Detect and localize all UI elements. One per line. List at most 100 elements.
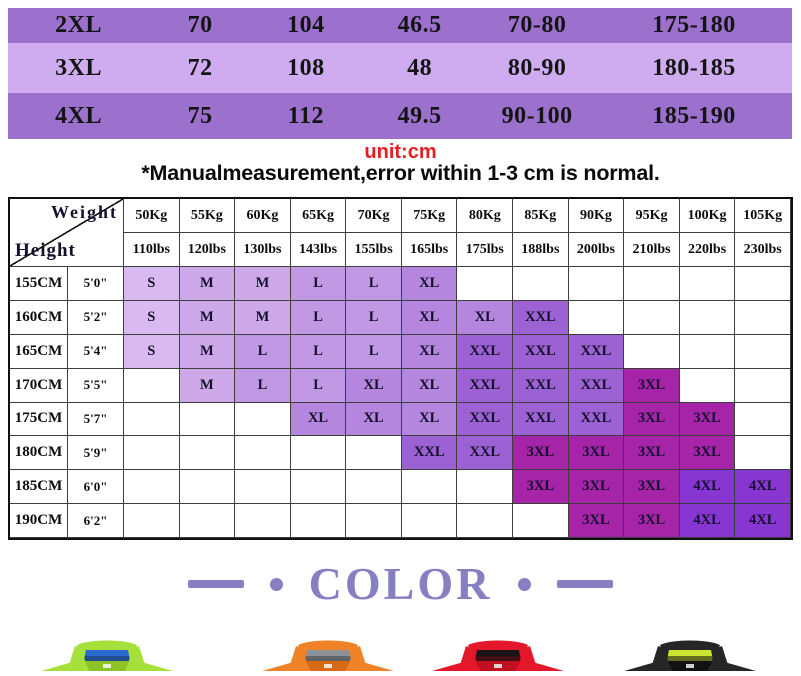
size-matrix-cell: XL <box>401 334 458 369</box>
size-spec-row: 4XL 75 112 49.5 90-100 185-190 <box>8 93 792 139</box>
size-spec-row: 2XL 70 104 46.5 70-80 175-180 <box>8 8 792 43</box>
size-matrix-cell <box>235 436 291 471</box>
size-matrix-cell <box>457 267 514 301</box>
matrix-corner-cell: Weight Height <box>10 199 124 267</box>
size-spec-cell-bust: 108 <box>287 54 325 81</box>
height-cm-cell: 165CM <box>10 334 68 369</box>
size-matrix-cell <box>235 470 291 505</box>
size-matrix-cell <box>346 436 402 471</box>
weight-lbs-header-cell: 130lbs <box>235 233 291 267</box>
weight-lbs-header-cell: 175lbs <box>457 233 514 267</box>
size-matrix-cell: 3XL <box>624 402 680 437</box>
size-matrix-cell <box>735 368 791 403</box>
size-matrix-cell: L <box>290 368 347 403</box>
height-cm-cell: 185CM <box>10 470 68 505</box>
size-matrix-cell: XXL <box>513 334 569 369</box>
size-matrix-cell <box>624 300 680 335</box>
size-matrix-cell <box>290 436 347 471</box>
height-ft-cell: 6'0" <box>68 470 124 505</box>
size-matrix-cell: XXL <box>401 436 458 471</box>
weight-lbs-header-cell: 155lbs <box>346 233 402 267</box>
size-matrix-cell <box>401 470 458 505</box>
height-cm-cell: 160CM <box>10 300 68 335</box>
size-matrix-cell <box>290 504 347 538</box>
size-matrix-cell: XL <box>457 300 514 335</box>
size-matrix-cell: XXL <box>457 334 514 369</box>
size-matrix-cell: 3XL <box>568 504 625 538</box>
height-cm-cell: 170CM <box>10 368 68 403</box>
size-matrix-cell: XXL <box>568 402 625 437</box>
size-matrix-cell: 3XL <box>568 470 625 505</box>
height-axis-label: Height <box>15 240 76 261</box>
size-matrix-cell: 3XL <box>624 504 680 538</box>
size-matrix-cell: XL <box>290 402 347 437</box>
weight-lbs-header-cell: 200lbs <box>568 233 625 267</box>
size-matrix-cell: S <box>124 267 180 301</box>
size-matrix-cell: L <box>235 334 291 369</box>
unit-note: unit:cm <box>364 141 437 163</box>
weight-lbs-header-cell: 120lbs <box>179 233 236 267</box>
height-ft-cell: 5'0" <box>68 267 124 301</box>
size-matrix-cell: M <box>179 334 236 369</box>
size-spec-cell-weight: 80-90 <box>507 54 567 81</box>
size-matrix-cell: XXL <box>513 300 569 335</box>
size-matrix-cell <box>679 300 736 335</box>
size-spec-cell-height: 185-190 <box>652 102 736 129</box>
size-matrix-cell: S <box>124 300 180 335</box>
black-polo-icon <box>624 640 756 671</box>
size-matrix-cell: 4XL <box>679 504 736 538</box>
size-matrix-cell: XXL <box>513 368 569 403</box>
size-spec-cell-height: 180-185 <box>652 54 736 81</box>
size-spec-cell-shoulder: 48 <box>407 54 433 81</box>
size-spec-cell-height: 175-180 <box>652 12 736 38</box>
size-spec-cell-shoulder: 46.5 <box>397 12 442 38</box>
size-matrix-cell <box>179 504 236 538</box>
height-cm-cell: 180CM <box>10 436 68 471</box>
size-matrix-cell: L <box>290 267 347 301</box>
size-matrix-cell: M <box>235 300 291 335</box>
size-matrix-cell: 3XL <box>679 436 736 471</box>
weight-kg-header-cell: 80Kg <box>457 199 514 233</box>
height-cm-cell: 175CM <box>10 402 68 437</box>
weight-lbs-header-cell: 210lbs <box>624 233 680 267</box>
size-spec-cell-length: 75 <box>187 102 213 129</box>
size-matrix-cell: XXL <box>457 368 514 403</box>
size-matrix-cell: M <box>179 267 236 301</box>
size-matrix-cell: 4XL <box>679 470 736 505</box>
size-matrix-cell <box>290 470 347 505</box>
size-matrix-cell: XL <box>401 368 458 403</box>
size-matrix-cell: L <box>290 300 347 335</box>
size-matrix-cell <box>624 334 680 369</box>
fluorescent-green-polo-icon <box>41 640 173 671</box>
color-section-title: COLOR <box>308 558 493 609</box>
divider-dot-left <box>269 577 283 591</box>
red-polo-icon <box>432 640 564 671</box>
size-matrix-cell: XXL <box>513 402 569 437</box>
size-spec-cell-weight: 90-100 <box>501 102 573 129</box>
size-spec-row: 3XL 72 108 48 80-90 180-185 <box>8 43 792 93</box>
size-spec-cell-size: 2XL <box>55 12 102 38</box>
size-matrix-cell: L <box>235 368 291 403</box>
size-matrix-cell <box>124 436 180 471</box>
size-matrix-cell <box>401 504 458 538</box>
measurement-note: *Manualmeasurement,error within 1-3 cm i… <box>141 161 660 185</box>
size-matrix-cell: XL <box>346 368 402 403</box>
height-cm-cell: 155CM <box>10 267 68 301</box>
size-matrix-cell <box>124 470 180 505</box>
size-spec-cell-size: 4XL <box>55 102 102 129</box>
weight-kg-header-cell: 50Kg <box>124 199 180 233</box>
height-ft-cell: 5'7" <box>68 402 124 437</box>
size-matrix-cell <box>679 267 736 301</box>
fluorescent-green-polo-swatch <box>41 637 173 671</box>
height-ft-cell: 5'2" <box>68 300 124 335</box>
size-matrix-cell <box>735 402 791 437</box>
height-ft-cell: 5'9" <box>68 436 124 471</box>
weight-lbs-header-cell: 143lbs <box>290 233 347 267</box>
size-spec-cell-bust: 104 <box>287 12 325 38</box>
weight-lbs-header-cell: 220lbs <box>679 233 736 267</box>
weight-lbs-header-cell: 110lbs <box>124 233 180 267</box>
size-spec-cell-shoulder: 49.5 <box>397 102 442 129</box>
size-matrix-cell <box>457 504 514 538</box>
orange-polo-icon <box>262 640 394 671</box>
weight-kg-header-cell: 90Kg <box>568 199 625 233</box>
